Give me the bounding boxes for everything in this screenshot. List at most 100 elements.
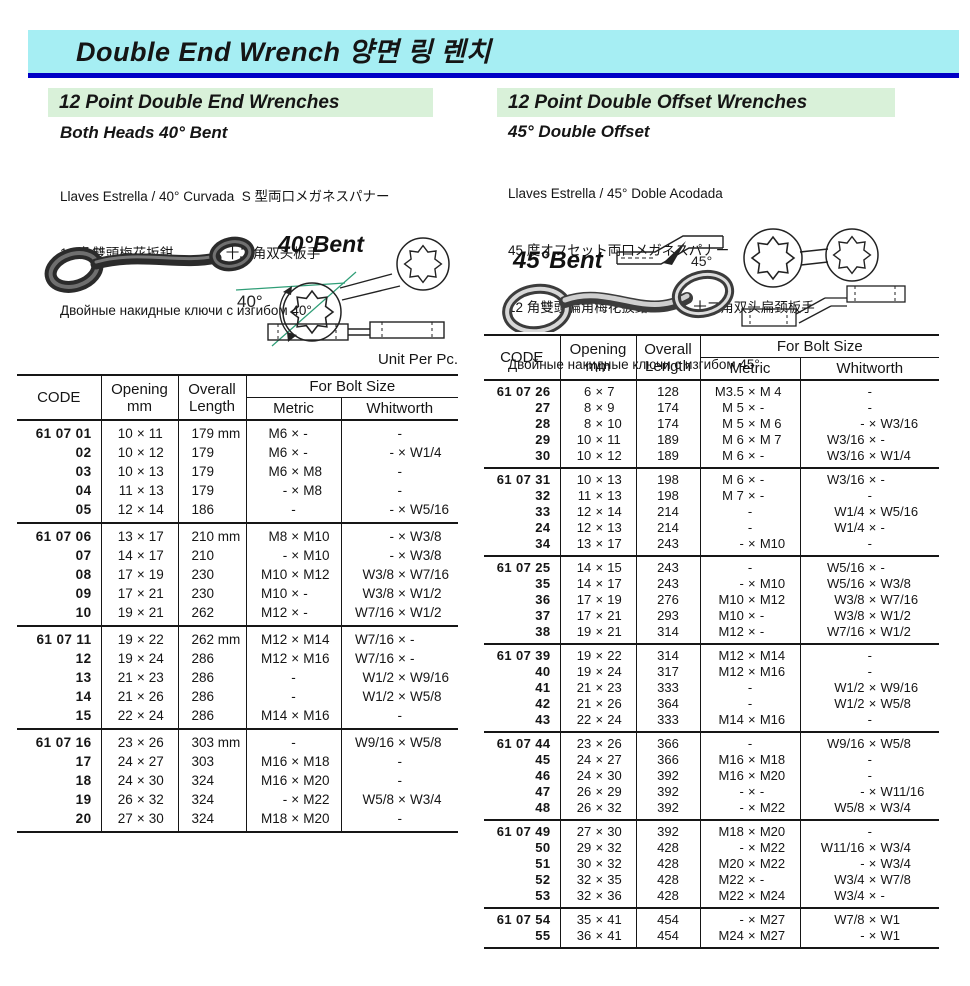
cell-opening: 27 × 30 (100, 809, 178, 832)
cell-opening: 24 × 30 (100, 771, 178, 790)
left-section-heading: 12 Point Double End Wrenches (59, 92, 340, 113)
cell-whitworth: - (799, 768, 939, 784)
cell-opening: 32 × 36 (559, 888, 636, 908)
cell-opening: 22 × 24 (100, 706, 178, 729)
cell-metric: M 5 × - (699, 400, 800, 416)
side-view-diagram (267, 321, 445, 341)
cell-whitworth: - (340, 809, 458, 832)
table-group: 61 07 44 23 × 26 366- W9/16 × W5/8 45 24 × 27 366 M16… (484, 732, 939, 820)
cell-whitworth: W3/4 × - (799, 888, 939, 908)
table-row: 61 07 54 35 × 41 454- × M27 W7/8 × W1 (484, 908, 939, 928)
cell-code: 48 (535, 800, 551, 815)
wrench-photo (44, 236, 255, 293)
cell-overall-length: 186 (177, 500, 246, 523)
cell-opening: 21 × 26 (559, 696, 636, 712)
cell-opening: 12 × 13 (559, 520, 636, 536)
left-subheading: Both Heads 40° Bent (60, 123, 228, 142)
cell-opening: 11 × 13 (100, 481, 178, 500)
table-row: 30 10 × 12 189 M 6 × - W3/16 × W1/4 (484, 448, 939, 468)
spec-table: CODE Opening mm Overall Length For Bolt Siz… (484, 334, 939, 949)
right-spec-table: CODE Opening mm Overall Length For Bolt Siz… (484, 334, 939, 949)
cell-whitworth: - (799, 536, 939, 556)
cell-overall-length: 286 (177, 649, 246, 668)
cell-opening: 6 × 7 (559, 380, 636, 400)
cell-whitworth: W7/8 × W1 (799, 908, 939, 928)
cell-code: 24 (535, 520, 551, 535)
cell-whitworth: - × W3/4 (799, 856, 939, 872)
col-header-metric: Metric (245, 397, 341, 420)
cell-code: 47 (535, 784, 551, 799)
cell-whitworth: - (340, 481, 458, 500)
cell-code: 61 07 31 (496, 472, 551, 487)
cell-code: 09 (75, 586, 92, 601)
cell-metric: - (245, 687, 341, 706)
cell-whitworth: W1/2 × W9/16 (340, 668, 458, 687)
cell-code: 12 (75, 651, 92, 666)
right-section-header: 12 Point Double Offset Wrenches (497, 88, 895, 117)
angle-label: 40° (237, 292, 263, 311)
table-row: 61 07 16 23 × 26 303 mm - W9/16 × W5/8 (17, 729, 458, 752)
cell-overall-length: 303 mm (177, 729, 246, 752)
page-title: Double End Wrench 양면 링 렌치 (76, 37, 492, 67)
table-row: 53 32 × 36 428 M22 × M24 W3/4 × - (484, 888, 939, 908)
cell-metric: M14 × M16 (699, 712, 800, 732)
table-row: 09 17 × 21 230 M10 × - W3/8 × W1/2 (17, 584, 458, 603)
cell-whitworth: W3/16 × - (799, 432, 939, 448)
table-row: 18 24 × 30 324 M16 × M20- (17, 771, 458, 790)
cell-code: 52 (535, 872, 551, 887)
cell-opening: 24 × 30 (559, 768, 636, 784)
cell-code: 41 (535, 680, 551, 695)
cell-metric: M22 × M24 (699, 888, 800, 908)
cell-whitworth: - × W1 (799, 928, 939, 948)
table-row: 32 11 × 13 198 M 7 × - - (484, 488, 939, 504)
cell-overall-length: 364 (635, 696, 700, 712)
table-row: 12 19 × 24 286 M12 × M16 W7/16 × - (17, 649, 458, 668)
col-header-bolt-size: For Bolt Size (245, 375, 458, 398)
cell-opening: 36 × 41 (559, 928, 636, 948)
table-row: 40 19 × 24 317 M12 × M16- (484, 664, 939, 680)
table-group: 61 07 01 10 × 11 179 mm M6 × - -02 10 × 12 179 M6 × - - ×… (17, 420, 458, 523)
cell-overall-length: 392 (635, 784, 700, 800)
table-row: 50 29 × 32 428- × M22 W11/16 × W3/4 (484, 840, 939, 856)
cell-overall-length: 276 (635, 592, 700, 608)
ring-face-diagram (396, 237, 450, 291)
table-row: 55 36 × 41 454 M24 × M27- × W1 (484, 928, 939, 948)
cell-metric: M16 × M20 (699, 768, 800, 784)
cell-metric: M16 × M20 (245, 771, 341, 790)
table-row: 38 19 × 21 314 M12 × - W7/16 × W1/2 (484, 624, 939, 644)
table-group: 61 07 54 35 × 41 454- × M27 W7/8 × W1 55 36 × 41 454 M2… (484, 908, 939, 948)
table-group: 61 07 25 14 × 15 243- W5/16 × -35 14 × 17 243- × M10 W… (484, 556, 939, 644)
cell-opening: 27 × 30 (559, 820, 636, 840)
cell-opening: 12 × 14 (100, 500, 178, 523)
cell-overall-length: 210 (177, 546, 246, 565)
cell-code: 42 (535, 696, 551, 711)
cell-code: 61 07 11 (36, 632, 92, 647)
right-artwork: 45°Bent 45° (502, 228, 906, 332)
cell-whitworth: W3/16 × - (799, 468, 939, 488)
cell-overall-length: 366 (635, 732, 700, 752)
cell-whitworth: - (799, 664, 939, 680)
cell-metric: - × M22 (245, 790, 341, 809)
cell-overall-length: 230 (177, 565, 246, 584)
cell-metric: M18 × M20 (699, 820, 800, 840)
cell-metric: M12 × M14 (245, 626, 341, 649)
cell-opening: 19 × 24 (100, 649, 178, 668)
cell-code: 35 (535, 576, 551, 591)
cell-code: 38 (535, 624, 551, 639)
cell-opening: 8 × 9 (559, 400, 636, 416)
table-row: 34 13 × 17 243- × M10- (484, 536, 939, 556)
table-group: 61 07 49 27 × 30 392 M18 × M20-50 29 × 32 428- × M22 W… (484, 820, 939, 908)
cell-metric: M18 × M20 (245, 809, 341, 832)
cell-overall-length: 214 (635, 520, 700, 536)
cell-overall-length: 314 (635, 624, 700, 644)
cell-opening: 11 × 13 (559, 488, 636, 504)
table-row: 14 21 × 26 286- W1/2 × W5/8 (17, 687, 458, 706)
table-row: 29 10 × 11 189 M 6 × M 7 W3/16 × - (484, 432, 939, 448)
cell-overall-length: 174 (635, 416, 700, 432)
table-row: 61 07 39 19 × 22 314 M12 × M14- (484, 644, 939, 664)
angle-label: 45° (691, 253, 712, 269)
cell-opening: 21 × 26 (100, 687, 178, 706)
cell-overall-length: 303 (177, 752, 246, 771)
cell-overall-length: 198 (635, 488, 700, 504)
cell-code: 30 (535, 448, 551, 463)
